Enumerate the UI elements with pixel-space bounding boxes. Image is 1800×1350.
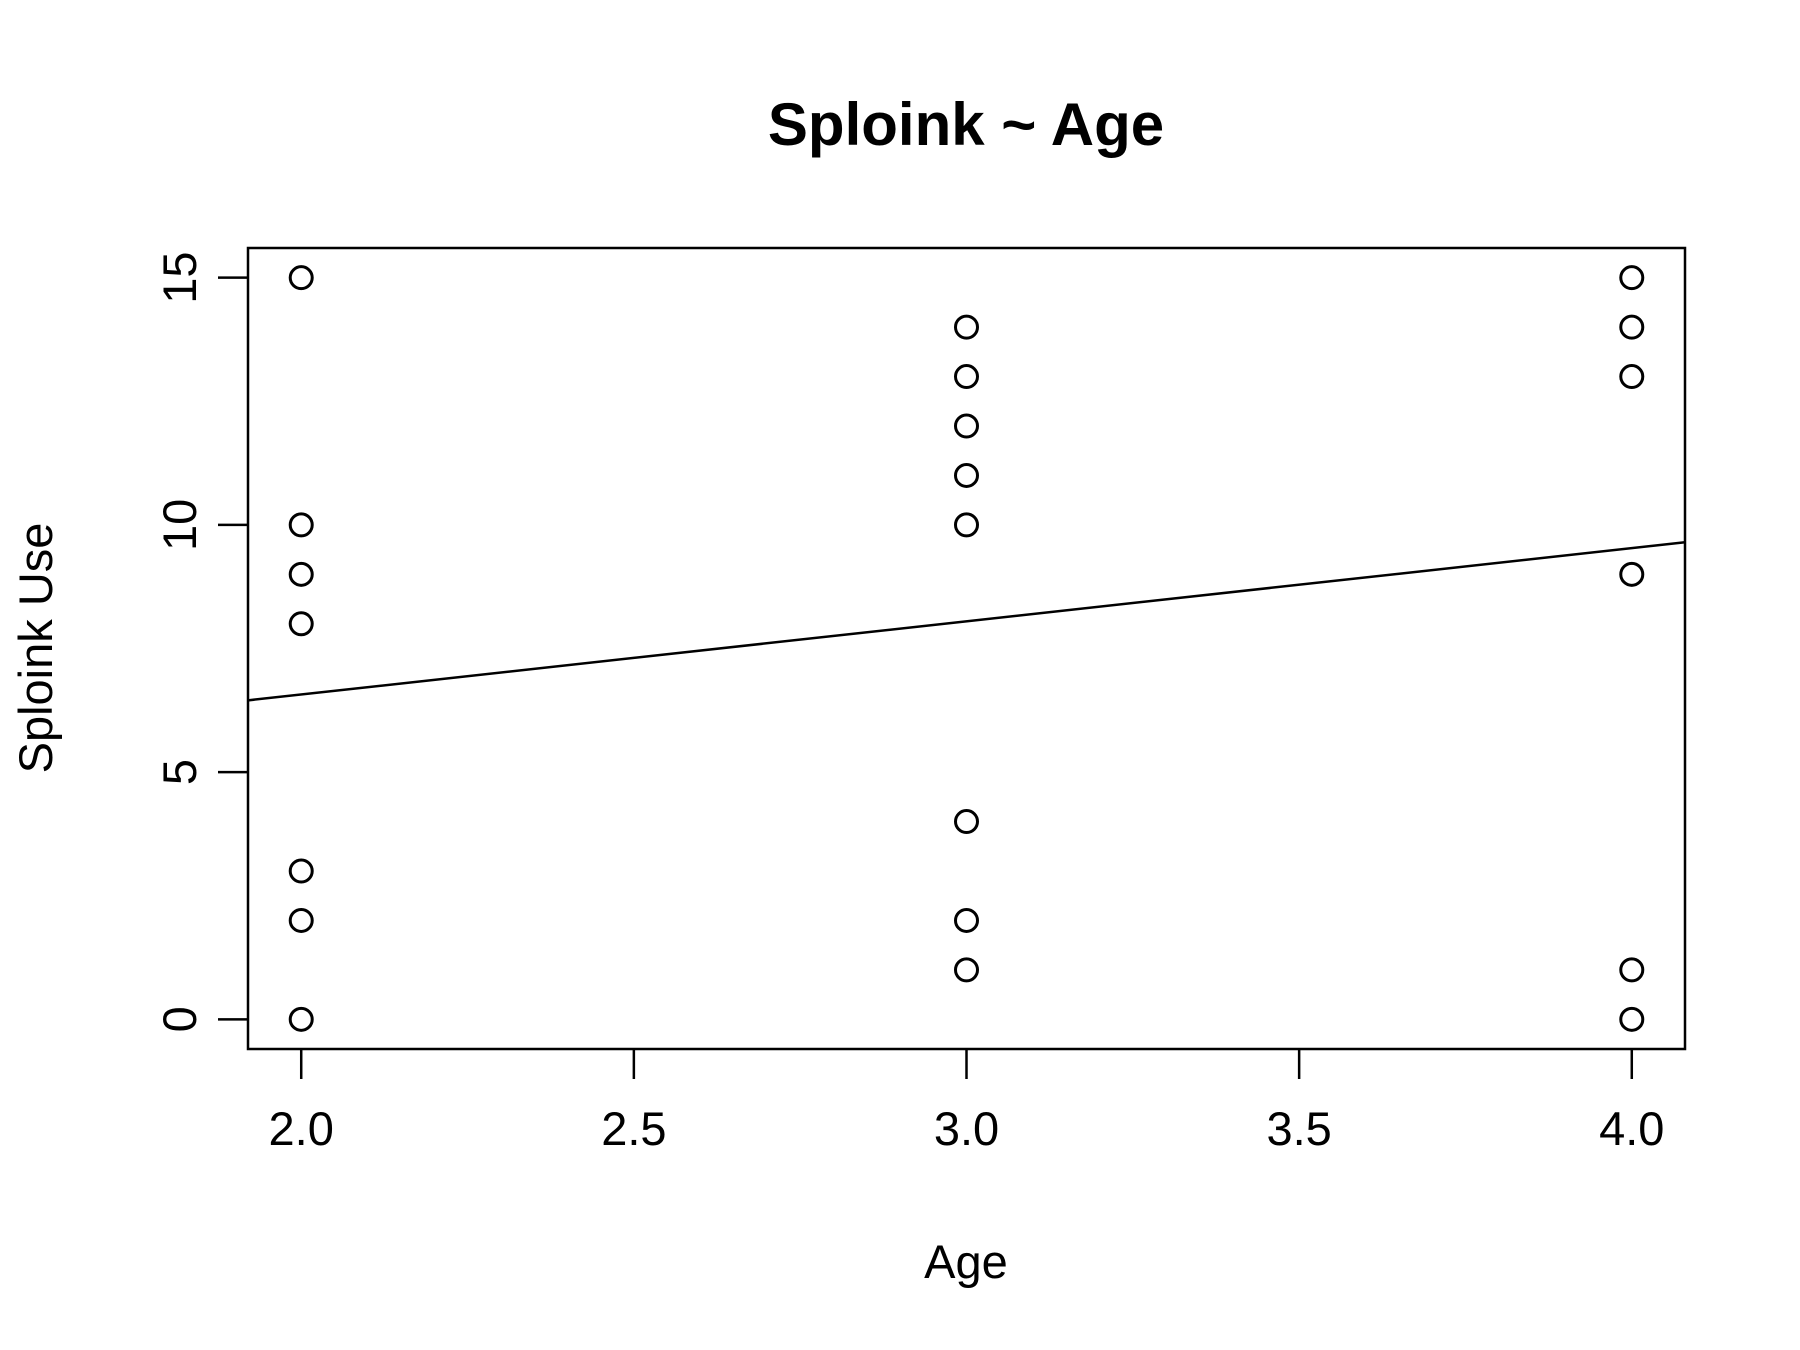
data-point: [954, 462, 979, 488]
x-tick-label: 2.5: [601, 1102, 666, 1155]
data-point: [288, 512, 314, 538]
regression-line-group: [247, 541, 1686, 702]
data-point: [1619, 314, 1645, 340]
x-axis-label: Age: [924, 1235, 1008, 1288]
x-axis: 2.0 2.5 3.0 3.5 4.0: [269, 1049, 1664, 1155]
data-point: [288, 858, 314, 884]
data-point: [954, 957, 979, 983]
x-tick-label: 3.5: [1266, 1102, 1331, 1155]
x-tick-label: 3.0: [934, 1102, 999, 1155]
chart-title: Sploink ~ Age: [768, 91, 1164, 158]
data-point: [954, 907, 979, 933]
data-point: [954, 413, 979, 439]
y-axis-label: Sploink Use: [9, 523, 62, 774]
y-tick-label: 15: [153, 252, 206, 304]
data-point: [954, 809, 979, 835]
data-point: [288, 1006, 314, 1032]
data-point: [288, 611, 314, 637]
data-point: [1619, 957, 1645, 983]
regression-line: [247, 541, 1686, 702]
data-point: [288, 561, 314, 587]
y-tick-label: 0: [153, 1006, 206, 1032]
y-tick-label: 5: [153, 759, 206, 785]
data-point: [288, 907, 314, 933]
data-point: [1619, 1006, 1645, 1032]
x-tick-label: 4.0: [1599, 1102, 1664, 1155]
data-points: [288, 265, 1645, 1032]
data-point: [1619, 561, 1645, 587]
y-tick-label: 10: [153, 499, 206, 551]
y-axis: 0 5 10 15: [153, 252, 248, 1032]
data-point: [1619, 265, 1645, 291]
x-tick-label: 2.0: [269, 1102, 334, 1155]
data-point: [954, 512, 979, 538]
data-point: [954, 314, 979, 340]
data-point: [954, 364, 979, 390]
data-point: [288, 265, 314, 291]
plot-frame: [246, 246, 1687, 1051]
data-point: [1619, 364, 1645, 390]
